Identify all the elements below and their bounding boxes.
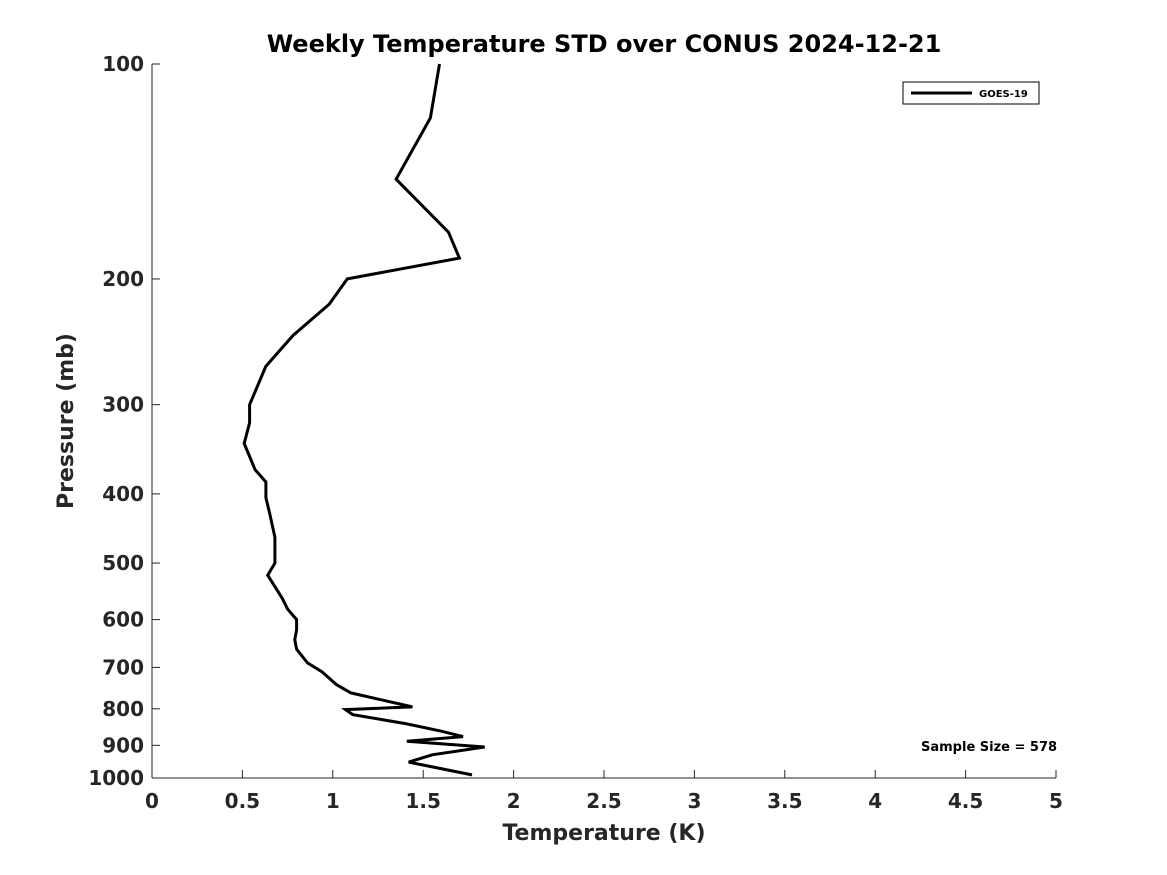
y-tick-label: 500 [102, 551, 144, 575]
series-layer [242, 63, 485, 777]
y-tick-label: 300 [102, 393, 144, 417]
x-tick-label: 4.5 [948, 789, 983, 813]
legend: GOES-19 [902, 81, 1040, 105]
sample-size-annotation: Sample Size = 578 [921, 740, 1057, 755]
x-tick-label: 1.5 [405, 789, 440, 813]
y-tick-label: 1000 [88, 766, 144, 790]
x-tick-label: 3 [687, 789, 701, 813]
y-axis-ticks: 100 200 300 400 500 600 700 800 900 1000 [88, 52, 160, 790]
x-tick-label: 0 [145, 789, 159, 813]
y-tick-label: 400 [102, 482, 144, 506]
y-axis-label: Pressure (mb) [54, 333, 79, 509]
chart-title: Weekly Temperature STD over CONUS 2024-1… [267, 30, 942, 58]
x-axis-ticks: 0 0.5 1 1.5 2 2.5 3 3.5 4 4.5 5 [145, 770, 1063, 813]
x-tick-label: 3.5 [767, 789, 802, 813]
series-line-goes-19 [242, 63, 485, 777]
y-tick-label: 900 [102, 733, 144, 757]
x-tick-label: 4 [868, 789, 882, 813]
x-tick-label: 2 [507, 789, 521, 813]
y-tick-label: 200 [102, 267, 144, 291]
x-tick-label: 0.5 [225, 789, 260, 813]
x-tick-label: 1 [326, 789, 340, 813]
y-tick-label: 800 [102, 697, 144, 721]
plot-background [152, 64, 1056, 778]
x-tick-label: 2.5 [586, 789, 621, 813]
legend-label-goes-19: GOES-19 [979, 89, 1028, 100]
y-tick-label: 100 [102, 52, 144, 76]
x-axis-label: Temperature (K) [502, 821, 705, 846]
y-tick-label: 600 [102, 608, 144, 632]
x-tick-label: 5 [1049, 789, 1063, 813]
y-tick-label: 700 [102, 655, 144, 679]
